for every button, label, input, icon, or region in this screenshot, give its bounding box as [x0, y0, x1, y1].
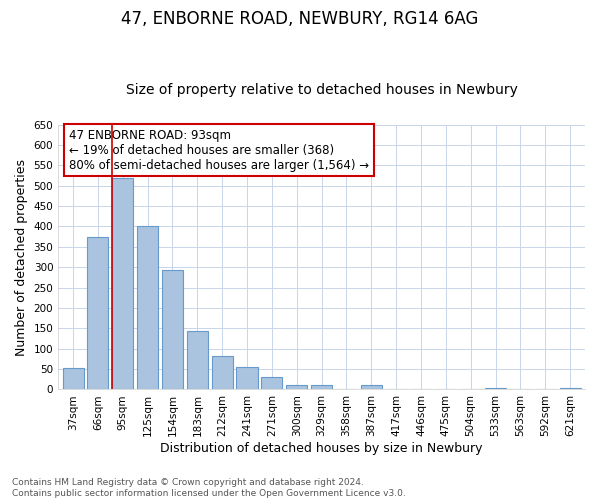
Bar: [286, 386, 307, 390]
Bar: [88, 236, 109, 390]
Bar: [560, 388, 581, 390]
Text: 47, ENBORNE ROAD, NEWBURY, RG14 6AG: 47, ENBORNE ROAD, NEWBURY, RG14 6AG: [121, 10, 479, 28]
Bar: [485, 388, 506, 390]
Bar: [212, 356, 233, 390]
Bar: [262, 377, 283, 390]
Text: Contains HM Land Registry data © Crown copyright and database right 2024.
Contai: Contains HM Land Registry data © Crown c…: [12, 478, 406, 498]
Bar: [162, 270, 183, 390]
Text: 47 ENBORNE ROAD: 93sqm
← 19% of detached houses are smaller (368)
80% of semi-de: 47 ENBORNE ROAD: 93sqm ← 19% of detached…: [69, 128, 369, 172]
X-axis label: Distribution of detached houses by size in Newbury: Distribution of detached houses by size …: [160, 442, 483, 455]
Bar: [236, 367, 257, 390]
Y-axis label: Number of detached properties: Number of detached properties: [15, 158, 28, 356]
Bar: [137, 226, 158, 390]
Bar: [112, 178, 133, 390]
Bar: [361, 386, 382, 390]
Bar: [187, 331, 208, 390]
Bar: [311, 386, 332, 390]
Bar: [62, 368, 83, 390]
Title: Size of property relative to detached houses in Newbury: Size of property relative to detached ho…: [125, 83, 518, 97]
